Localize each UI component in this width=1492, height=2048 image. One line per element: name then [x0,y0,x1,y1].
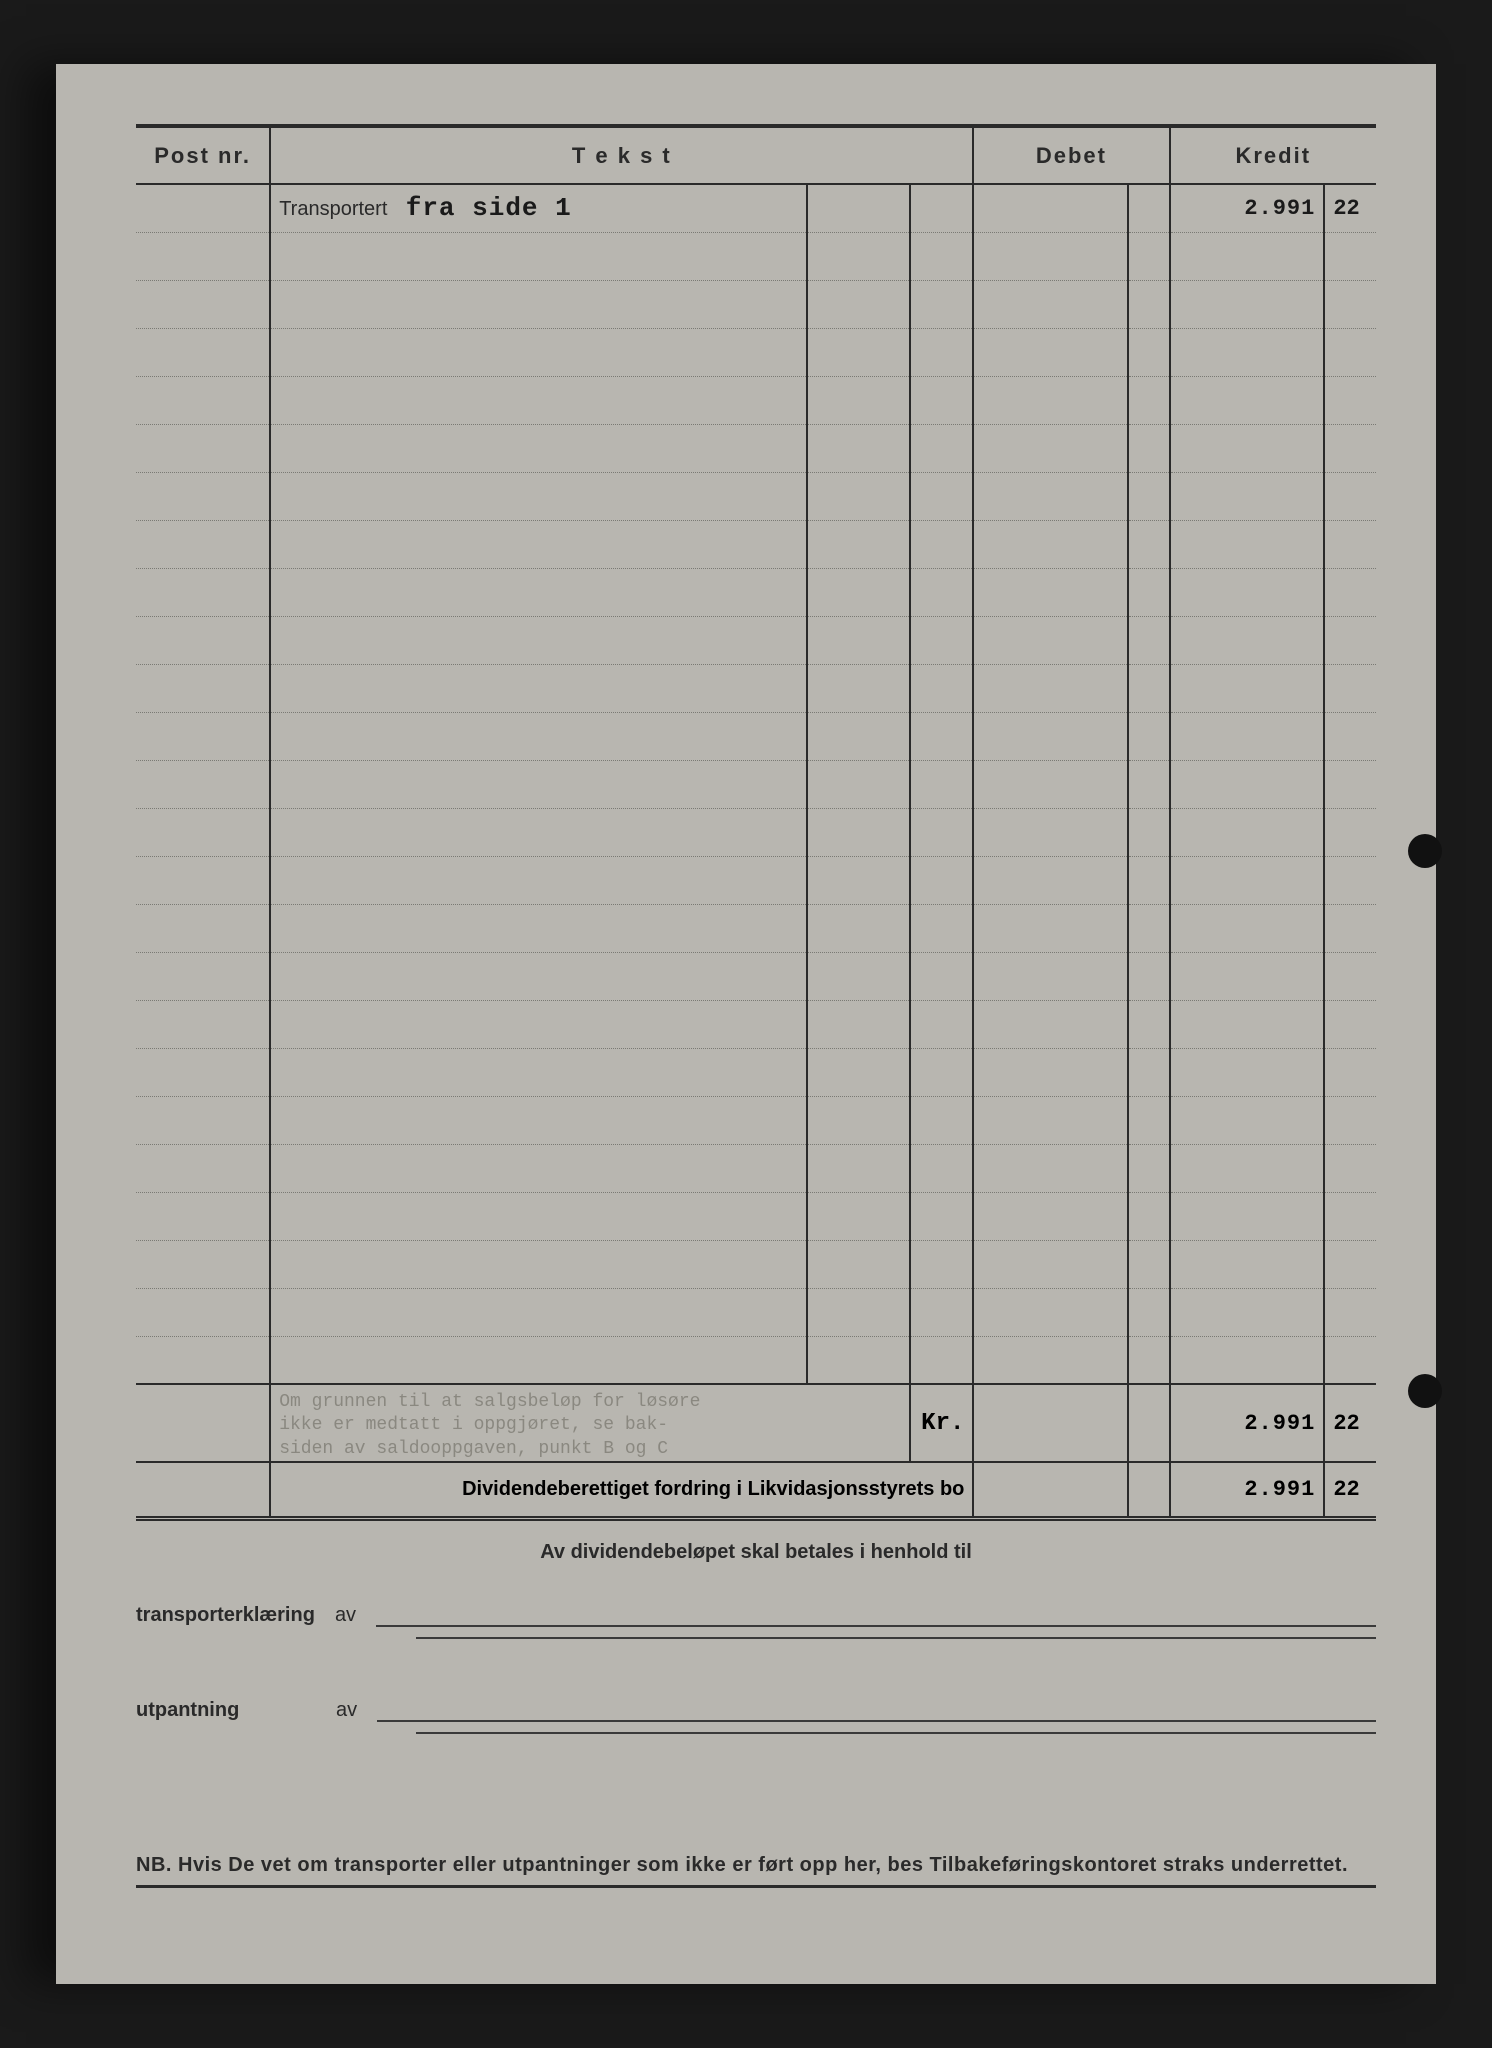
faint-line2: ikke er medtatt i oppgjøret, se bak- [279,1414,901,1437]
table-row [136,1048,1376,1096]
header-debet: Debet [973,126,1169,184]
blank-rule [376,1625,1376,1627]
row1-text: Transportert fra side 1 [270,184,807,232]
table-row [136,328,1376,376]
header-postnr: Post nr. [136,126,270,184]
transport-declaration-label: transporterklæring [136,1604,315,1627]
table-row: Transportert fra side 1 2.991 22 [136,184,1376,232]
table-row [136,1096,1376,1144]
table-row [136,904,1376,952]
table-row [136,1192,1376,1240]
nb-notice: NB. Hvis De vet om transporter eller utp… [136,1854,1376,1888]
sum1-kredit: 2.991 [1170,1384,1325,1462]
table-row [136,808,1376,856]
utpantning-label: utpantning [136,1699,316,1722]
table-row [136,712,1376,760]
ledger-table: Post nr. T e k s t Debet Kredit Transpor… [136,124,1376,1521]
av-label: av [335,1604,356,1627]
blank-rule [416,1637,1376,1639]
table-row [136,760,1376,808]
table-row [136,1144,1376,1192]
faint-note: Om grunnen til at salgsbeløp for løsøre … [279,1391,901,1461]
punch-hole-icon [1408,1374,1442,1408]
punch-hole-icon [1408,834,1442,868]
row1-kredit-cents: 22 [1324,184,1376,232]
sum-row-dividend: Dividendeberettiget fordring i Likvidasj… [136,1462,1376,1518]
blank-rule [377,1720,1376,1722]
utpantning-fill-line-2 [136,1732,1376,1734]
below-section: Av dividendebeløpet skal betales i henho… [136,1541,1376,1888]
dividend-label: Dividendeberettiget fordring i Likvidasj… [270,1462,973,1518]
header-kredit: Kredit [1170,126,1377,184]
table-row [136,1336,1376,1384]
header-tekst: T e k s t [270,126,973,184]
table-header-row: Post nr. T e k s t Debet Kredit [136,126,1376,184]
table-row [136,472,1376,520]
table-row [136,1000,1376,1048]
transport-label: Transportert [279,198,387,220]
kr-label: Kr. [921,1410,964,1437]
table-row [136,1288,1376,1336]
table-row [136,424,1376,472]
utpantning-fill-line: utpantning av [136,1699,1376,1722]
ledger-page: Post nr. T e k s t Debet Kredit Transpor… [56,64,1436,1984]
dividend-pay-line: Av dividendebeløpet skal betales i henho… [136,1541,1376,1564]
faint-line3: siden av saldooppgaven, punkt B og C [279,1438,901,1461]
table-row [136,952,1376,1000]
sum-row-kr: Om grunnen til at salgsbeløp for løsøre … [136,1384,1376,1462]
table-row [136,280,1376,328]
table-row [136,520,1376,568]
sum2-kredit: 2.991 [1170,1462,1325,1518]
blank-rule [416,1732,1376,1734]
faint-line1: Om grunnen til at salgsbeløp for løsøre [279,1391,901,1414]
table-row [136,232,1376,280]
transport-fill-line: transporterklæring av [136,1604,1376,1627]
table-row [136,664,1376,712]
transport-fill-line-2 [136,1637,1376,1639]
sum2-kredit-cents: 22 [1324,1462,1376,1518]
transport-typed: fra side 1 [406,193,572,223]
table-row [136,568,1376,616]
table-row [136,1240,1376,1288]
table-row [136,856,1376,904]
table-row [136,376,1376,424]
row1-kredit: 2.991 [1170,184,1325,232]
table-row [136,616,1376,664]
av-label: av [336,1699,357,1722]
sum1-kredit-cents: 22 [1324,1384,1376,1462]
